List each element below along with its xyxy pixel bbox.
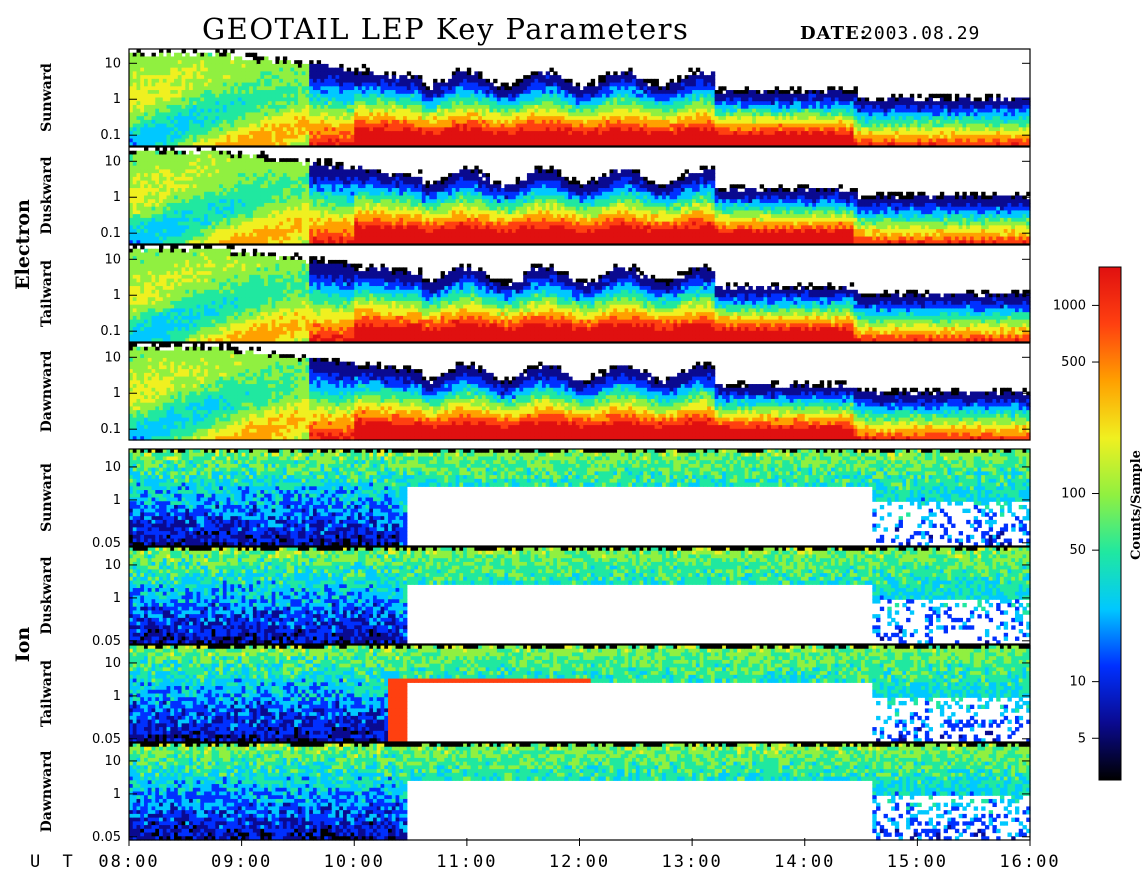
colorbar-tick-label: 100 <box>1061 487 1086 502</box>
spectrogram-panels: 10 1 0.1 Sunward 10 1 0.1 Duskward 10 1 0.1 Tailwar… <box>39 49 1031 845</box>
y-tick-label: 10 <box>104 56 121 71</box>
y-tick-label: 0.05 <box>92 634 121 649</box>
y-tick-label: 10 <box>104 252 121 267</box>
x-tick-label: 11:00 <box>436 852 497 872</box>
panel-ion-duskward: 10 1 0.05 Duskward <box>39 547 1031 649</box>
x-axis: 08:00 09:00 10:00 11:00 12:00 13:00 14:00 15:00… <box>98 838 1060 872</box>
chart-title: GEOTAIL LEP Key Parameters <box>202 12 689 46</box>
panel-ion-tailward: 10 1 0.05 Tailward <box>39 645 1031 747</box>
y-tick-label: 10 <box>104 154 121 169</box>
colorbar-gradient <box>1099 267 1121 780</box>
panel-ion-sunward: 10 1 0.05 Sunward <box>39 449 1031 551</box>
colorbar-tick-label: 50 <box>1069 543 1086 558</box>
y-tick-label: 0.05 <box>92 830 121 845</box>
y-tick-label: 1 <box>113 493 121 508</box>
panel-electron-dawnward: 10 1 0.1 Dawnward <box>39 343 1031 441</box>
panel-label: Sunward <box>39 63 55 132</box>
panel-electron-duskward: 10 1 0.1 Duskward <box>39 147 1031 245</box>
x-tick-label: 08:00 <box>98 852 159 872</box>
colorbar: Counts/Sample 1000 500 100 50 10 5 <box>1053 267 1142 780</box>
panel-label: Sunward <box>39 463 55 532</box>
x-tick-label: 14:00 <box>774 852 835 872</box>
colorbar-tick-label: 5 <box>1078 731 1086 746</box>
date-label: DATE: <box>800 23 867 44</box>
y-tick-label: 0.1 <box>100 324 121 339</box>
y-tick-label: 10 <box>104 460 121 475</box>
y-tick-label: 10 <box>104 754 121 769</box>
y-tick-label: 1 <box>113 591 121 606</box>
colorbar-label: Counts/Sample <box>1129 450 1142 560</box>
group-labels: Electron Ion <box>12 199 34 662</box>
y-tick-label: 10 <box>104 558 121 573</box>
x-tick-label: 13:00 <box>662 852 723 872</box>
y-tick-label: 1 <box>113 92 121 107</box>
group-label: Electron <box>12 199 34 290</box>
y-tick-label: 1 <box>113 288 121 303</box>
y-tick-label: 1 <box>113 787 121 802</box>
panel-label: Dawnward <box>39 750 55 832</box>
panel-electron-tailward: 10 1 0.1 Tailward <box>39 245 1031 343</box>
panel-label: Dawnward <box>39 350 55 432</box>
colorbar-tick-label: 500 <box>1061 355 1086 370</box>
x-tick-label: 10:00 <box>324 852 385 872</box>
date-value: 2003.08.29 <box>862 23 980 44</box>
x-tick-label: 09:00 <box>211 852 272 872</box>
y-tick-label: 0.1 <box>100 226 121 241</box>
colorbar-tick-label: 1000 <box>1053 298 1086 313</box>
panel-label: Duskward <box>39 156 55 234</box>
group-label: Ion <box>12 627 34 663</box>
panel-label: Tailward <box>39 660 55 727</box>
y-tick-label: 0.1 <box>100 422 121 437</box>
y-tick-label: 1 <box>113 689 121 704</box>
y-tick-label: 0.05 <box>92 536 121 551</box>
y-tick-label: 10 <box>104 350 121 365</box>
x-tick-label: 15:00 <box>887 852 948 872</box>
panel-label: Duskward <box>39 556 55 634</box>
panel-ion-dawnward: 10 1 0.05 Dawnward <box>39 743 1031 845</box>
colorbar-tick-label: 10 <box>1069 675 1086 690</box>
panel-label: Tailward <box>39 260 55 327</box>
y-tick-label: 10 <box>104 656 121 671</box>
y-tick-label: 1 <box>113 190 121 205</box>
x-tick-label: 12:00 <box>549 852 610 872</box>
y-tick-label: 0.05 <box>92 732 121 747</box>
y-tick-label: 1 <box>113 386 121 401</box>
x-tick-label: 16:00 <box>999 852 1060 872</box>
x-axis-prefix: U T <box>30 852 79 872</box>
y-tick-label: 0.1 <box>100 128 121 143</box>
panel-electron-sunward: 10 1 0.1 Sunward <box>39 49 1031 147</box>
